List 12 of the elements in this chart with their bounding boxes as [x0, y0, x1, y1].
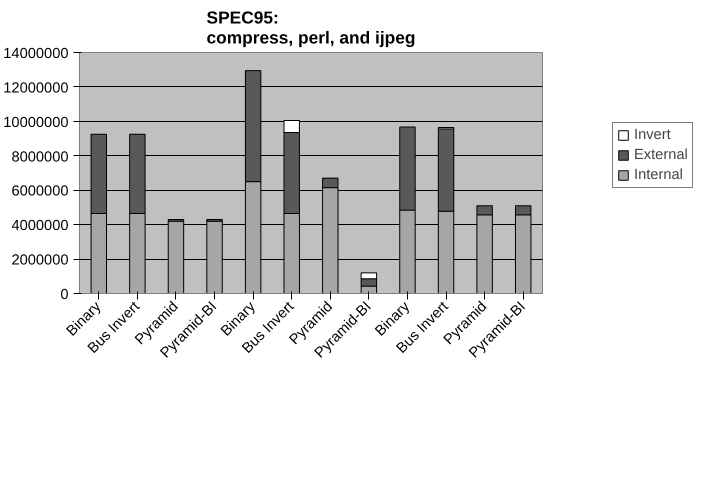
- legend-label: External: [634, 147, 688, 163]
- y-tick-label: 2000000: [11, 252, 69, 269]
- legend-label: Invert: [634, 127, 671, 143]
- y-tick-label: 8000000: [11, 149, 69, 166]
- y-tick-label: 4000000: [11, 218, 69, 234]
- legend-label: Internal: [634, 167, 683, 183]
- y-tick-label: 10000000: [3, 114, 69, 131]
- y-tick-label: 6000000: [11, 184, 69, 200]
- y-tick-label: 14000000: [3, 46, 69, 62]
- y-tick-label: 0: [60, 287, 69, 303]
- y-tick-label: 12000000: [3, 80, 69, 96]
- chart-title: SPEC95: compress, perl, and ijpeg: [206, 8, 416, 48]
